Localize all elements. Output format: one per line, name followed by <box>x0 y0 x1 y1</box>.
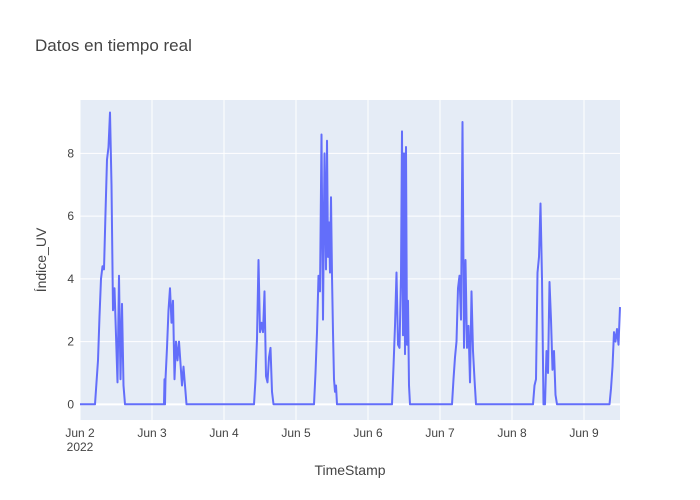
y-tick-label: 6 <box>67 209 74 223</box>
y-axis-title: Índice_UV <box>33 227 49 292</box>
x-tick-label: Jun 9 <box>569 426 599 440</box>
y-tick-label: 4 <box>67 272 74 286</box>
x-tick-label: Jun 2 <box>65 426 95 440</box>
x-tick-year-label: 2022 <box>67 440 94 454</box>
x-tick-label: Jun 5 <box>281 426 311 440</box>
series-line <box>80 111 621 406</box>
y-tick-label: 0 <box>67 397 74 411</box>
y-tick-label: 8 <box>67 146 74 160</box>
chart-title: Datos en tiempo real <box>35 36 192 55</box>
gridlines <box>79 100 620 420</box>
x-tick-label: Jun 6 <box>353 426 383 440</box>
x-tick-label: Jun 8 <box>497 426 527 440</box>
x-tick-label: Jun 4 <box>209 426 239 440</box>
x-tick-label: Jun 3 <box>137 426 167 440</box>
x-axis-title: TimeStamp <box>314 462 385 478</box>
x-tick-label: Jun 7 <box>425 426 455 440</box>
y-tick-label: 2 <box>67 335 74 349</box>
